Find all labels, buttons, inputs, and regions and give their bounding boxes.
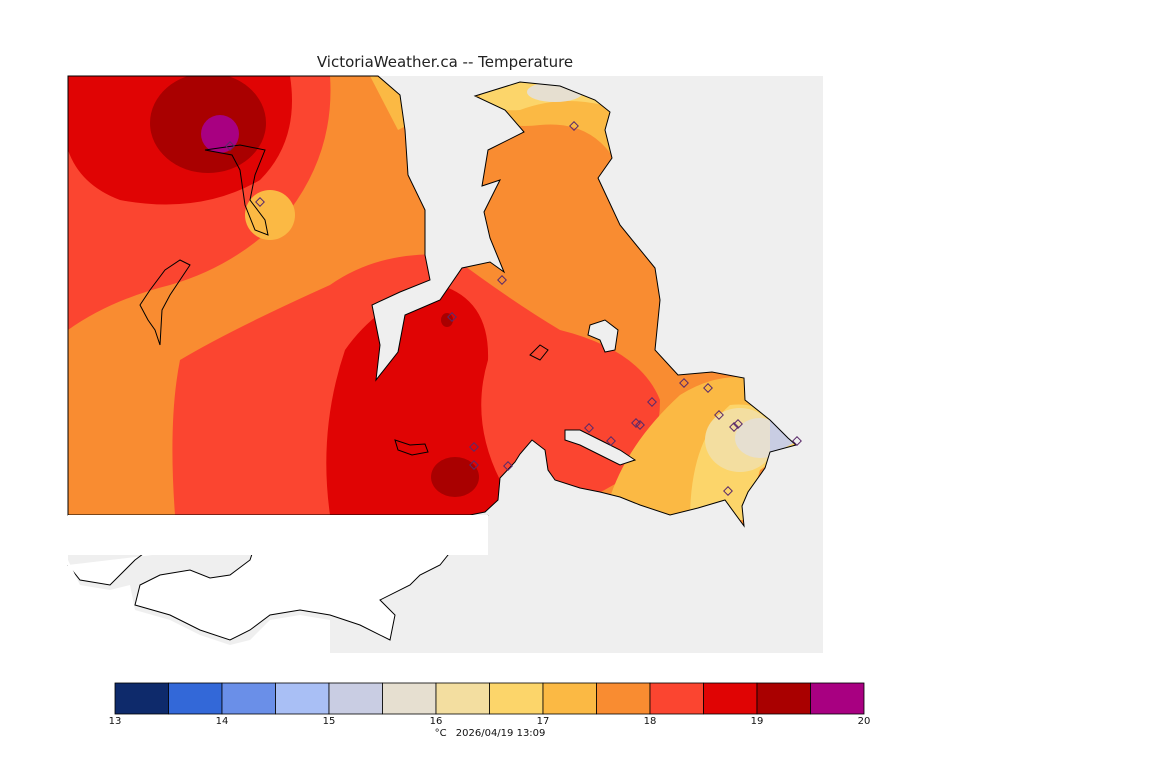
- station-marker: [631, 418, 641, 428]
- southern-land-fill: [68, 560, 330, 653]
- station-marker: [679, 378, 689, 388]
- legend-tick-label: 19: [750, 716, 764, 727]
- legend-swatch: [542, 682, 597, 715]
- island-south: [394, 439, 429, 456]
- legend-tick-label: 13: [108, 716, 122, 727]
- legend-swatch: [489, 682, 544, 715]
- station-marker: [497, 275, 507, 285]
- legend-swatch: [275, 682, 330, 715]
- legend-swatch: [328, 682, 383, 715]
- station-marker: [723, 486, 733, 496]
- station-marker: [469, 460, 479, 470]
- legend-tick-label: 18: [643, 716, 657, 727]
- station-marker: [729, 422, 739, 432]
- legend-tick-label: 15: [322, 716, 336, 727]
- map-title: VictoriaWeather.ca -- Temperature: [316, 53, 574, 71]
- station-marker: [606, 436, 616, 446]
- legend-tick-label: 16: [429, 716, 443, 727]
- legend-swatch: [382, 682, 437, 715]
- station-marker: [703, 383, 713, 393]
- island-west: [139, 259, 191, 346]
- legend-swatch: [168, 682, 223, 715]
- station-marker: [569, 121, 579, 131]
- unit-label: °C: [434, 728, 447, 739]
- legend-caption: °C 2026/04/19 13:09: [0, 728, 980, 739]
- legend-swatch: [596, 682, 651, 715]
- legend-tick-label: 17: [536, 716, 550, 727]
- timestamp-label: 2026/04/19 13:09: [455, 728, 546, 739]
- legend-swatch: [649, 682, 704, 715]
- station-marker: [733, 419, 743, 429]
- station-marker: [503, 461, 513, 471]
- legend-swatch: [221, 682, 276, 715]
- islet: [529, 344, 549, 361]
- legend-swatch: [756, 682, 811, 715]
- legend-tick-label: 14: [215, 716, 229, 727]
- legend-swatch: [114, 682, 169, 715]
- station-marker: [584, 423, 594, 433]
- island-north: [204, 144, 269, 236]
- station-marker: [714, 410, 724, 420]
- station-marker: [647, 397, 657, 407]
- station-marker: [225, 141, 235, 151]
- station-marker: [469, 442, 479, 452]
- weather-stations: [225, 121, 802, 496]
- station-marker: [255, 197, 265, 207]
- lake-island: [587, 319, 619, 353]
- station-marker: [447, 312, 457, 322]
- legend-swatch: [435, 682, 490, 715]
- station-marker: [792, 436, 802, 446]
- legend-swatch: [810, 682, 865, 715]
- station-marker: [635, 420, 645, 430]
- inlet: [564, 429, 637, 466]
- southern-land-strip: [68, 515, 488, 555]
- legend-swatch: [703, 682, 758, 715]
- legend-tick-label: 20: [857, 716, 871, 727]
- temperature-legend: [114, 682, 865, 715]
